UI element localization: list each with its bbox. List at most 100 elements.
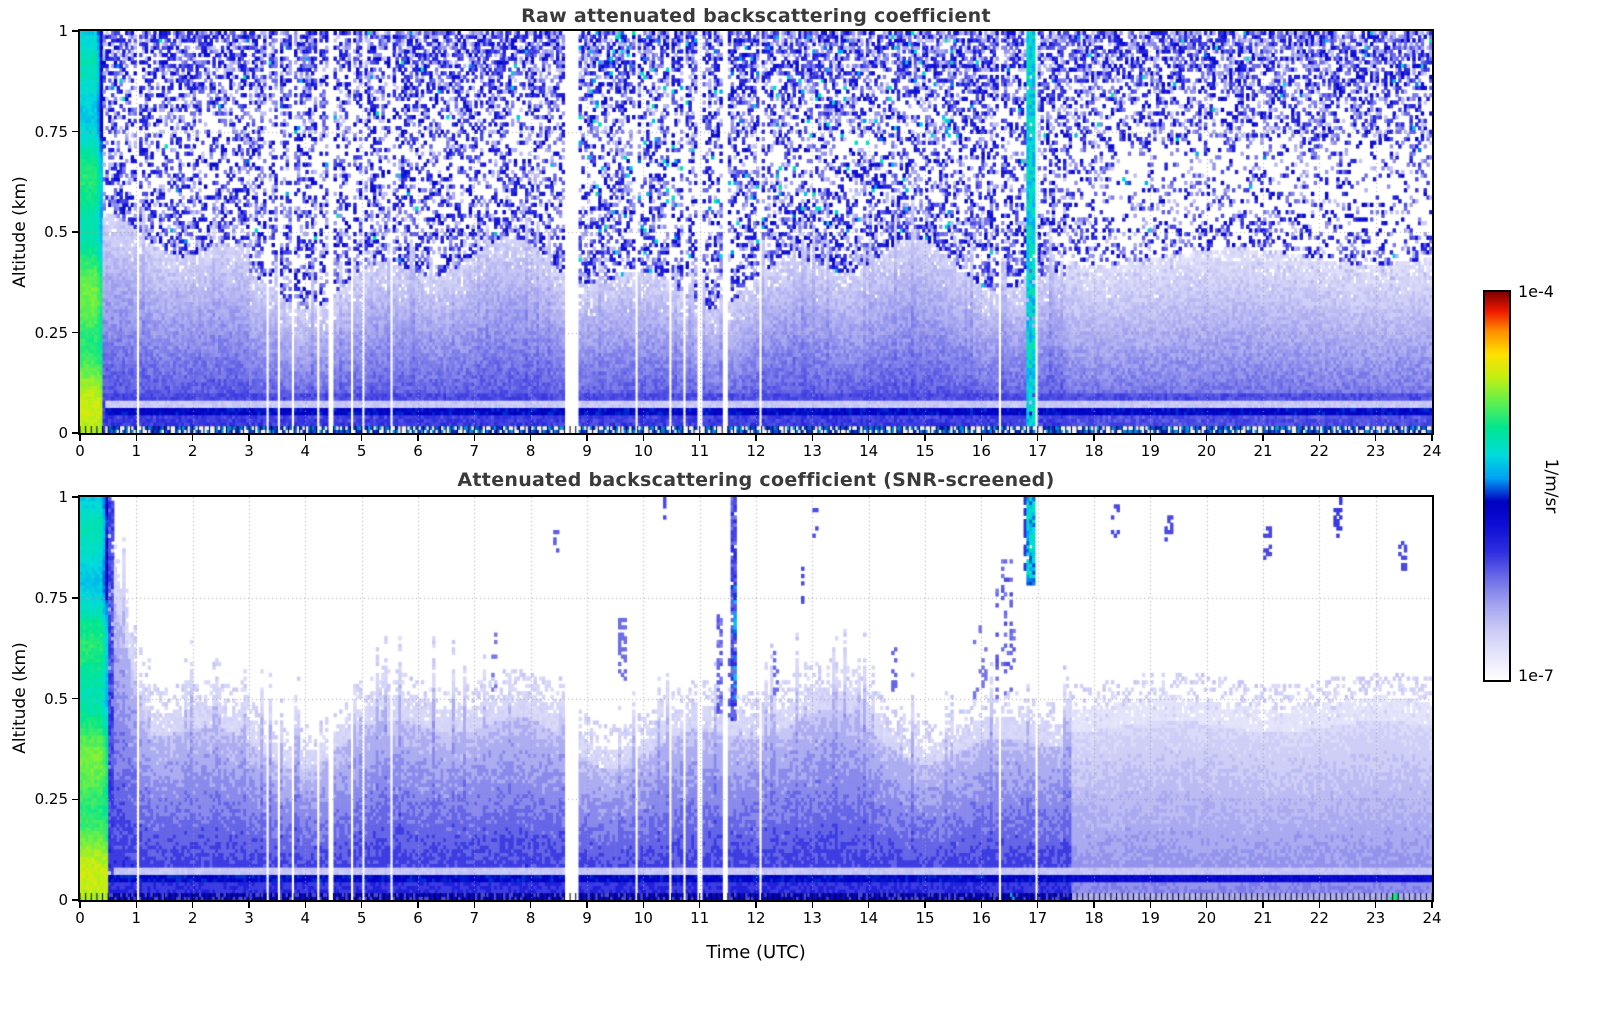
x-major-tick [867, 435, 870, 441]
x-tick-label: 11 [690, 442, 710, 460]
x-tick-label: 8 [525, 909, 536, 927]
x-major-tick [867, 902, 870, 908]
colorbar-gradient [1485, 292, 1509, 680]
x-major-tick [698, 902, 701, 908]
x-tick-label: 1 [131, 442, 142, 460]
y-major-tick [72, 697, 78, 700]
x-tick-label: 22 [1309, 909, 1329, 927]
screened-heatmap-plot [78, 495, 1434, 902]
x-tick-label: 15 [915, 442, 935, 460]
x-tick-label: 18 [1084, 442, 1104, 460]
x-tick-label: 12 [746, 909, 766, 927]
y-major-tick [72, 130, 78, 133]
x-major-tick [1431, 435, 1433, 441]
x-major-tick [1374, 902, 1377, 908]
x-tick-label: 19 [1140, 442, 1160, 460]
x-major-tick [1093, 435, 1095, 441]
x-major-tick [360, 435, 363, 441]
x-tick-label: 21 [1253, 442, 1273, 460]
x-tick-label: 6 [413, 909, 423, 927]
x-tick-label: 23 [1366, 909, 1386, 927]
x-tick-label: 3 [244, 909, 254, 927]
x-tick-label: 17 [1028, 909, 1048, 927]
y-major-tick [72, 432, 78, 434]
x-tick-label: 17 [1028, 442, 1048, 460]
x-major-tick [191, 435, 194, 441]
x-major-tick [1036, 902, 1039, 908]
chart-title-raw: Raw attenuated backscattering coefficien… [521, 5, 991, 27]
x-major-tick [135, 435, 138, 441]
x-major-tick [79, 902, 81, 908]
x-major-tick [698, 435, 701, 441]
x-major-tick [135, 902, 138, 908]
x-major-tick [642, 435, 645, 441]
x-major-tick [1262, 435, 1264, 441]
x-major-tick [304, 902, 307, 908]
x-major-tick [191, 902, 194, 908]
x-tick-label: 7 [469, 442, 480, 460]
x-major-tick [1149, 435, 1152, 441]
x-major-tick [79, 435, 81, 441]
x-major-tick [1149, 902, 1152, 908]
x-tick-label: 7 [469, 909, 480, 927]
x-major-tick [417, 435, 419, 441]
x-major-tick [1205, 435, 1208, 441]
x-major-tick [811, 435, 814, 441]
x-tick-label: 0 [75, 909, 85, 927]
x-major-tick [473, 902, 476, 908]
y-major-tick [72, 496, 78, 498]
x-tick-label: 20 [1197, 442, 1217, 460]
x-tick-label: 9 [582, 442, 592, 460]
x-tick-label: 24 [1422, 442, 1442, 460]
x-major-tick [360, 902, 363, 908]
x-tick-label: 11 [690, 909, 710, 927]
x-tick-label: 16 [971, 442, 991, 460]
x-tick-label: 4 [300, 442, 311, 460]
y-axis-label-raw: Altitude (km) [10, 176, 30, 288]
x-tick-label: 8 [525, 442, 536, 460]
x-major-tick [1318, 902, 1321, 908]
x-tick-label: 5 [356, 442, 367, 460]
x-tick-label: 6 [413, 442, 423, 460]
x-major-tick [1431, 902, 1433, 908]
colorbar-max-label: 1e-4 [1518, 282, 1554, 301]
x-tick-label: 0 [75, 442, 85, 460]
x-major-tick [755, 435, 757, 441]
x-tick-label: 24 [1422, 909, 1442, 927]
y-tick-label: 0.75 [34, 122, 68, 141]
colorbar [1483, 290, 1511, 682]
chart-title-screened: Attenuated backscattering coefficient (S… [457, 469, 1055, 491]
x-tick-label: 20 [1197, 909, 1217, 927]
y-tick-label: 0.25 [34, 790, 68, 809]
y-axis-label-screened: Altitude (km) [10, 642, 30, 754]
colorbar-unit-label: 1/m/sr [1541, 458, 1561, 514]
x-tick-label: 14 [859, 909, 879, 927]
y-tick-label: 0 [58, 891, 68, 909]
x-major-tick [755, 902, 757, 908]
x-major-tick [529, 902, 532, 908]
x-major-tick [248, 902, 250, 908]
y-major-tick [72, 231, 78, 233]
x-tick-label: 13 [802, 909, 822, 927]
x-major-tick [417, 902, 419, 908]
y-major-tick [72, 331, 78, 334]
x-tick-label: 4 [300, 909, 311, 927]
x-major-tick [304, 435, 307, 441]
x-tick-label: 9 [582, 909, 592, 927]
x-tick-label: 16 [971, 909, 991, 927]
x-major-tick [980, 902, 983, 908]
y-major-tick [72, 597, 78, 599]
screened-heatmap-canvas [80, 497, 1432, 900]
x-tick-label: 15 [915, 909, 935, 927]
y-major-tick [72, 30, 78, 32]
x-tick-label: 10 [633, 442, 653, 460]
y-tick-label: 0.5 [44, 223, 68, 241]
x-major-tick [642, 902, 645, 908]
x-tick-label: 2 [187, 442, 198, 460]
y-tick-label: 0.25 [34, 323, 68, 342]
y-tick-label: 0 [58, 424, 68, 442]
raw-heatmap-canvas [80, 31, 1432, 433]
x-tick-label: 13 [802, 442, 822, 460]
x-tick-label: 5 [356, 909, 367, 927]
